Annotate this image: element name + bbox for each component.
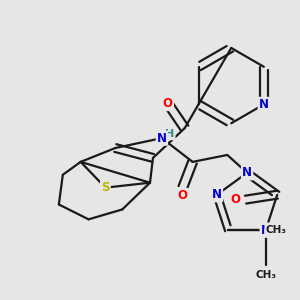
Text: H: H bbox=[165, 129, 174, 139]
Text: O: O bbox=[231, 193, 241, 206]
Text: CH₃: CH₃ bbox=[255, 270, 276, 280]
Text: N: N bbox=[157, 132, 167, 145]
Text: O: O bbox=[163, 97, 173, 110]
Text: N: N bbox=[259, 98, 269, 111]
Text: CH₃: CH₃ bbox=[266, 225, 286, 235]
Text: S: S bbox=[101, 181, 110, 194]
Text: N: N bbox=[261, 224, 271, 237]
Text: O: O bbox=[178, 189, 188, 202]
Text: N: N bbox=[212, 188, 222, 201]
Text: N: N bbox=[242, 166, 252, 179]
